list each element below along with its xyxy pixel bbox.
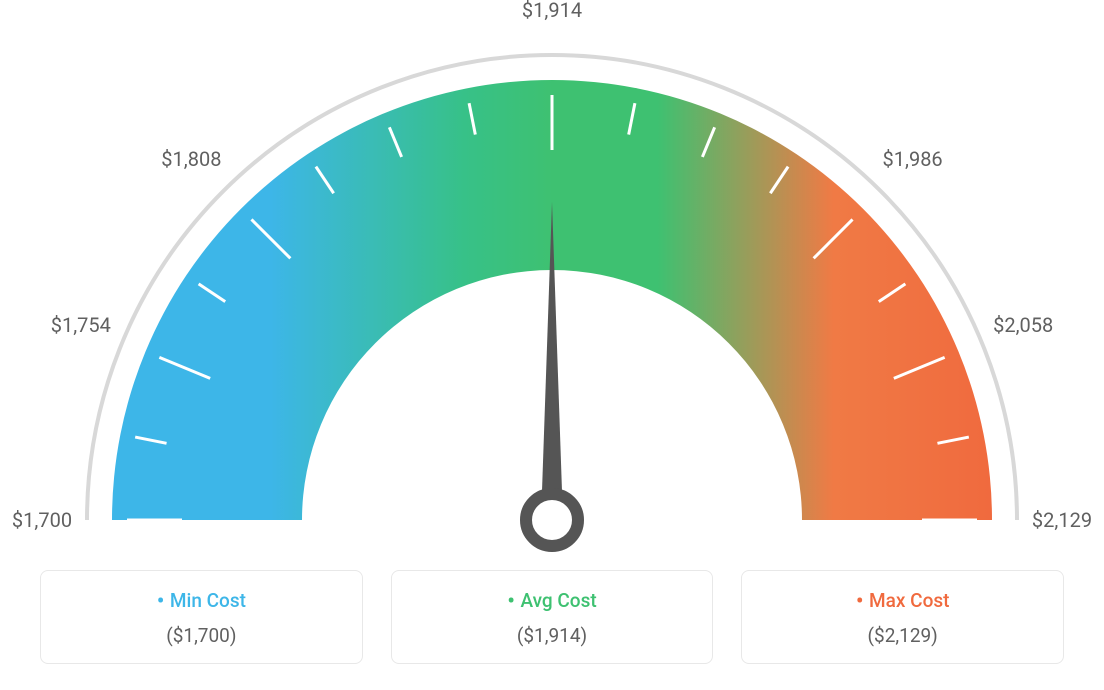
gauge-needle-hub xyxy=(526,494,578,546)
gauge-tick-label: $1,754 xyxy=(51,313,111,337)
gauge-tick-label: $2,058 xyxy=(993,313,1053,337)
legend-title-avg: Avg Cost xyxy=(404,589,701,614)
legend-card-min: Min Cost ($1,700) xyxy=(40,570,363,664)
legend-value-min: ($1,700) xyxy=(53,624,350,647)
legend-card-max: Max Cost ($2,129) xyxy=(741,570,1064,664)
legend-row: Min Cost ($1,700) Avg Cost ($1,914) Max … xyxy=(20,570,1084,664)
legend-value-max: ($2,129) xyxy=(754,624,1051,647)
gauge-tick-label: $2,129 xyxy=(1032,508,1092,532)
gauge-tick-label: $1,700 xyxy=(12,508,72,532)
legend-value-avg: ($1,914) xyxy=(404,624,701,647)
legend-card-avg: Avg Cost ($1,914) xyxy=(391,570,714,664)
legend-title-max: Max Cost xyxy=(754,589,1051,614)
legend-title-min: Min Cost xyxy=(53,589,350,614)
gauge-svg xyxy=(22,20,1082,560)
gauge-tick-label: $1,914 xyxy=(522,0,582,22)
gauge-tick-label: $1,808 xyxy=(161,147,221,171)
cost-gauge: $1,700$1,754$1,808$1,914$1,986$2,058$2,1… xyxy=(22,20,1082,560)
gauge-tick-label: $1,986 xyxy=(883,147,943,171)
